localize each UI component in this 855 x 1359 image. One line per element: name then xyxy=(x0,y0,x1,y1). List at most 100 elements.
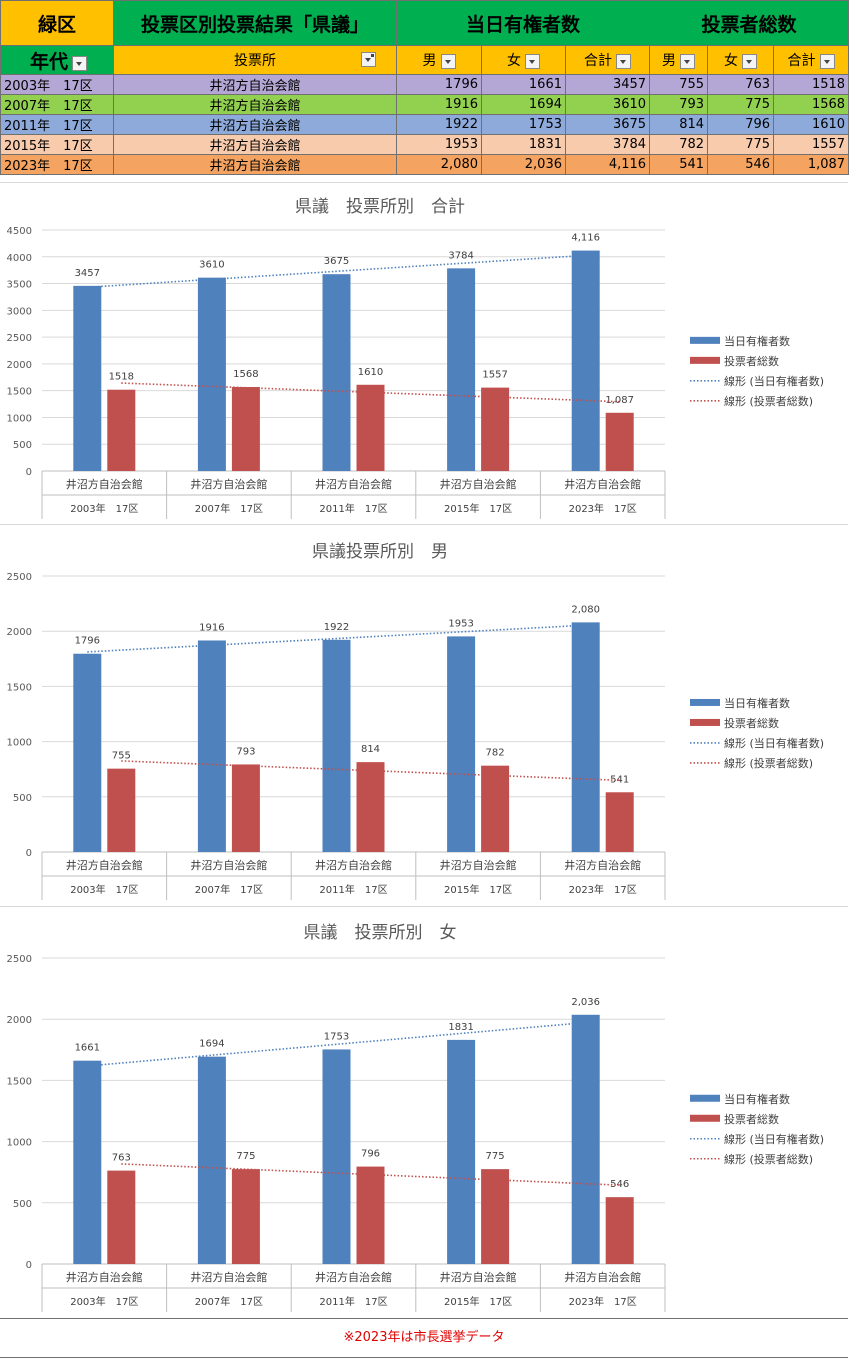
place-cell[interactable]: 井沼方自治会館 xyxy=(113,114,397,135)
voters-header[interactable]: 投票者総数 xyxy=(649,0,850,46)
legend-label: 線形 (投票者総数) xyxy=(724,756,813,770)
place-cell[interactable]: 井沼方自治会館 xyxy=(113,74,397,95)
x-subcategory-label: 2007年 17区 xyxy=(195,502,263,515)
voters-male-cell[interactable]: 793 xyxy=(649,94,709,115)
electorate-male-cell[interactable]: 1953 xyxy=(396,134,482,155)
electorate-female-cell[interactable]: 1694 xyxy=(481,94,566,115)
bar-voters xyxy=(481,1169,510,1264)
x-category-label: 井沼方自治会館 xyxy=(564,477,641,491)
voters-male-cell[interactable]: 541 xyxy=(649,154,709,175)
era-header[interactable]: 年代 xyxy=(0,45,114,75)
legend-label: 当日有権者数 xyxy=(724,696,790,710)
electorate-female-header[interactable]: 女 xyxy=(481,45,566,75)
electorate-male-cell[interactable]: 1796 xyxy=(396,74,482,95)
data-label: 782 xyxy=(486,748,505,759)
x-subcategory-label: 2015年 17区 xyxy=(444,502,512,515)
filter-dropdown-icon[interactable] xyxy=(440,53,456,69)
voters-female-cell[interactable]: 546 xyxy=(707,154,775,175)
era-cell[interactable]: 2011年 17区 xyxy=(0,114,114,135)
voters-female-cell[interactable]: 775 xyxy=(707,94,775,115)
table-title-cell[interactable]: 投票区別投票結果「県議」 xyxy=(113,0,397,46)
data-label: 1922 xyxy=(324,622,349,633)
place-cell[interactable]: 井沼方自治会館 xyxy=(113,94,397,115)
bar-electorate xyxy=(571,250,600,471)
voters-female-header[interactable]: 女 xyxy=(707,45,775,75)
era-cell[interactable]: 2007年 17区 xyxy=(0,94,114,115)
data-label: 1568 xyxy=(233,369,258,380)
electorate-female-cell[interactable]: 1753 xyxy=(481,114,566,135)
voters-total-cell[interactable]: 1,087 xyxy=(773,154,850,175)
bar-electorate xyxy=(322,639,351,852)
filter-dropdown-icon[interactable] xyxy=(525,53,540,69)
legend-label: 投票者総数 xyxy=(724,354,779,368)
col-label: 女 xyxy=(507,53,521,69)
electorate-total-cell[interactable]: 3784 xyxy=(564,134,651,155)
table-row: 2007年 17区 井沼方自治会館 1916 1694 3610 793 775 1568 xyxy=(0,94,850,115)
bar-voters xyxy=(231,387,260,471)
voters-total-header[interactable]: 合計 xyxy=(773,45,850,75)
footnote[interactable]: ※2023年は市長選挙データ xyxy=(0,1318,848,1358)
place-header[interactable]: 投票所 xyxy=(113,45,397,75)
data-label: 1518 xyxy=(109,372,134,383)
chart-female[interactable]: 県議 投票所別 女 0 500 1000 1500 2000 2500 井沼方自治会館 2003… xyxy=(0,906,848,1319)
voters-male-cell[interactable]: 782 xyxy=(649,134,709,155)
filter-dropdown-icon[interactable] xyxy=(72,56,88,71)
electorate-total-header[interactable]: 合計 xyxy=(564,45,651,75)
electorate-male-header[interactable]: 男 xyxy=(396,45,482,75)
voters-total-cell[interactable]: 1568 xyxy=(773,94,850,115)
voters-female-cell[interactable]: 775 xyxy=(707,134,775,155)
era-cell[interactable]: 2015年 17区 xyxy=(0,134,114,155)
bar-electorate xyxy=(322,274,351,471)
voters-total-cell[interactable]: 1610 xyxy=(773,114,850,135)
electorate-male-cell[interactable]: 2,080 xyxy=(396,154,482,175)
era-cell[interactable]: 2023年 17区 xyxy=(0,154,114,175)
era-header-label: 年代 xyxy=(30,50,69,73)
voters-male-header[interactable]: 男 xyxy=(649,45,709,75)
electorate-total-cell[interactable]: 3675 xyxy=(564,114,651,135)
bar-electorate xyxy=(73,653,102,852)
bar-voters xyxy=(481,387,510,471)
x-subcategory-label: 2011年 17区 xyxy=(319,1295,387,1308)
electorate-total-cell[interactable]: 3457 xyxy=(564,74,651,95)
electorate-male-cell[interactable]: 1916 xyxy=(396,94,482,115)
legend-label: 投票者総数 xyxy=(724,716,779,730)
filter-dropdown-icon[interactable] xyxy=(742,53,758,69)
electorate-female-cell[interactable]: 1831 xyxy=(481,134,566,155)
x-subcategory-label: 2023年 17区 xyxy=(569,1295,637,1308)
x-category-label: 井沼方自治会館 xyxy=(564,1270,641,1284)
filter-active-icon[interactable] xyxy=(361,52,376,67)
y-tick-label: 1500 xyxy=(7,682,32,693)
chart-male[interactable]: 県議投票所別 男 0 500 1000 1500 2000 2500 井沼方自治会館 2003年… xyxy=(0,524,848,907)
electorate-total-cell[interactable]: 3610 xyxy=(564,94,651,115)
place-cell[interactable]: 井沼方自治会館 xyxy=(113,154,397,175)
filter-dropdown-icon[interactable] xyxy=(819,53,835,69)
filter-dropdown-icon[interactable] xyxy=(616,53,632,69)
electorate-male-cell[interactable]: 1922 xyxy=(396,114,482,135)
voters-male-cell[interactable]: 814 xyxy=(649,114,709,135)
y-tick-label: 3500 xyxy=(7,280,32,291)
trendline xyxy=(87,254,586,289)
era-cell[interactable]: 2003年 17区 xyxy=(0,74,114,95)
x-subcategory-label: 2015年 17区 xyxy=(444,883,512,896)
y-tick-label: 2000 xyxy=(7,360,32,371)
voters-total-cell[interactable]: 1518 xyxy=(773,74,850,95)
electorate-total-cell[interactable]: 4,116 xyxy=(564,154,651,175)
chart-total[interactable]: 県議 投票所別 合計 0 500 1000 1500 2000 2500 3000 3500 40… xyxy=(0,182,848,525)
legend-label: 線形 (当日有権者数) xyxy=(724,736,824,750)
voters-total-cell[interactable]: 1557 xyxy=(773,134,850,155)
voters-female-cell[interactable]: 796 xyxy=(707,114,775,135)
data-label: 3784 xyxy=(448,250,473,261)
electorate-header[interactable]: 当日有権者数 xyxy=(395,0,651,46)
place-cell[interactable]: 井沼方自治会館 xyxy=(113,134,397,155)
electorate-female-cell[interactable]: 1661 xyxy=(481,74,566,95)
x-category-label: 井沼方自治会館 xyxy=(66,477,143,491)
electorate-female-cell[interactable]: 2,036 xyxy=(481,154,566,175)
y-tick-label: 0 xyxy=(26,467,32,478)
y-tick-label: 1500 xyxy=(7,1076,32,1087)
table-row: 2003年 17区 井沼方自治会館 1796 1661 3457 755 763 1518 xyxy=(0,74,850,95)
filter-dropdown-icon[interactable] xyxy=(680,53,696,69)
x-category-label: 井沼方自治会館 xyxy=(190,1270,267,1284)
voters-male-cell[interactable]: 755 xyxy=(649,74,709,95)
voters-female-cell[interactable]: 763 xyxy=(707,74,775,95)
ward-cell[interactable]: 緑区 xyxy=(0,0,114,46)
